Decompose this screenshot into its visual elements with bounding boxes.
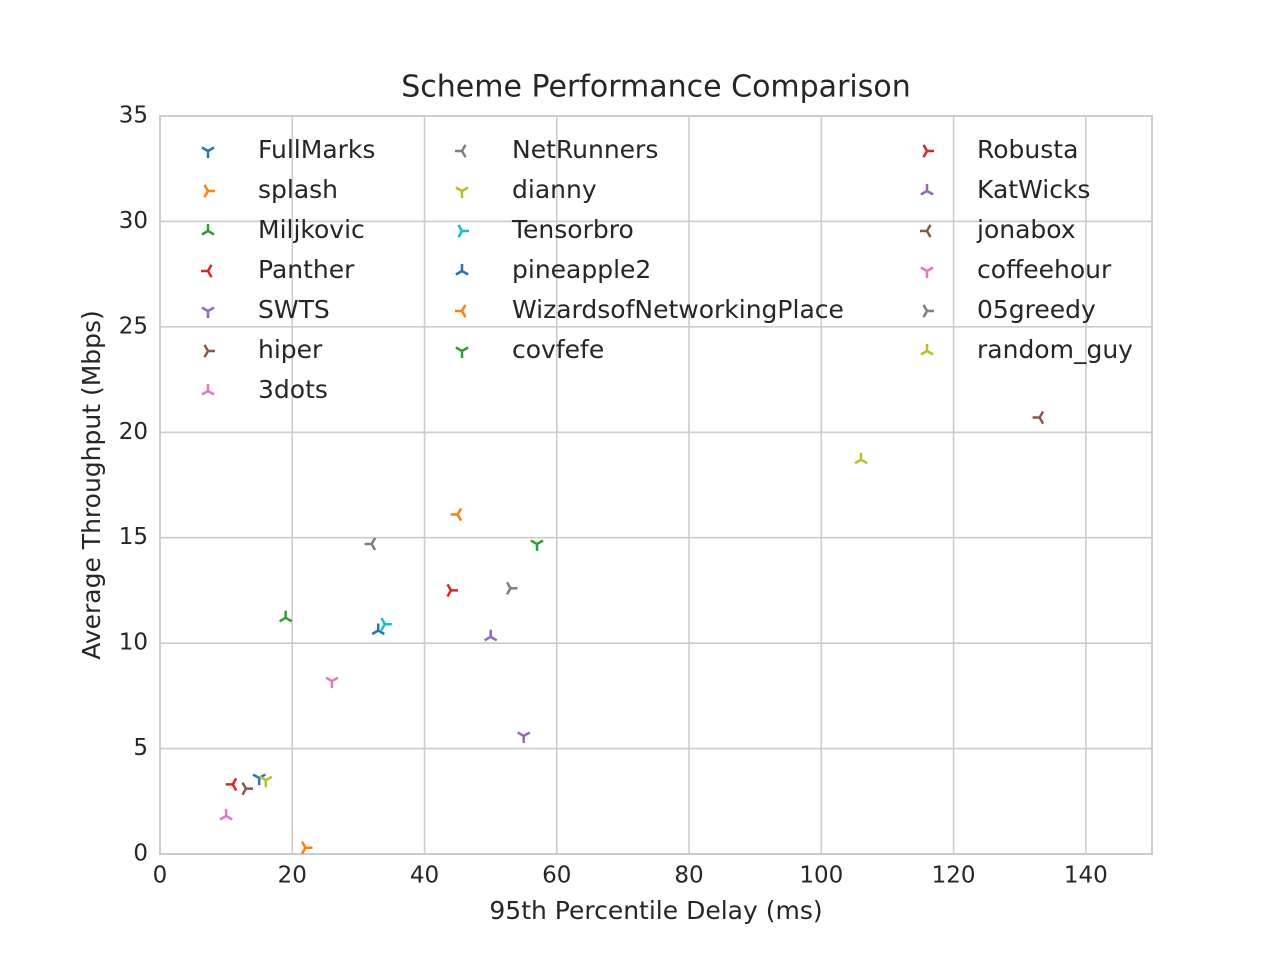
scatter-point xyxy=(300,840,313,855)
legend-marker xyxy=(203,344,215,358)
legend-marker xyxy=(455,186,469,198)
legend-label: covfefe xyxy=(512,335,604,364)
chart-title: Scheme Performance Comparison xyxy=(401,70,911,105)
legend-label: Miljkovic xyxy=(258,215,365,244)
legend-label: jonabox xyxy=(976,215,1076,244)
x-tick-label: 100 xyxy=(799,863,843,889)
scatter-point xyxy=(505,581,518,596)
scatter-point xyxy=(241,781,254,796)
x-axis-label: 95th Percentile Delay (ms) xyxy=(489,896,822,925)
x-tick-label: 120 xyxy=(932,863,976,889)
legend-label: Panther xyxy=(258,255,355,284)
legend-marker xyxy=(455,346,469,358)
legend-label: KatWicks xyxy=(977,175,1090,204)
legend-marker xyxy=(201,264,213,278)
legend-label: Tensorbro xyxy=(511,215,634,244)
legend-label: splash xyxy=(258,175,338,204)
legend-marker xyxy=(455,264,469,276)
y-tick-label: 0 xyxy=(133,841,148,867)
scatter-point xyxy=(446,583,459,598)
x-tick-label: 140 xyxy=(1064,863,1108,889)
legend-label: FullMarks xyxy=(258,135,375,164)
legend-label: NetRunners xyxy=(512,135,658,164)
legend-marker xyxy=(455,144,467,158)
x-tick-label: 0 xyxy=(153,863,168,889)
scatter-point xyxy=(1032,410,1045,425)
scatter-point xyxy=(380,617,392,631)
legend-marker xyxy=(201,384,215,396)
y-tick-label: 35 xyxy=(119,103,148,129)
legend-marker xyxy=(922,144,934,158)
y-tick-label: 30 xyxy=(119,208,148,234)
scatter-point xyxy=(530,539,544,552)
legend-marker xyxy=(203,184,215,198)
legend-marker xyxy=(455,304,467,318)
legend-label: hiper xyxy=(258,335,323,364)
legend-label: WizardsofNetworkingPlace xyxy=(512,295,844,324)
legend-marker xyxy=(201,306,215,318)
scatter-point xyxy=(259,775,273,788)
legend-marker xyxy=(920,184,934,196)
legend-label: coffeehour xyxy=(977,255,1112,284)
scatter-point xyxy=(517,731,531,743)
y-tick-label: 20 xyxy=(119,419,148,445)
scatter-point xyxy=(371,623,385,636)
legend-marker xyxy=(457,224,469,238)
scatter-point xyxy=(450,507,463,522)
legend-label: random_guy xyxy=(977,335,1133,364)
legend-label: 3dots xyxy=(258,375,328,404)
x-tick-label: 60 xyxy=(542,863,571,889)
x-tick-label: 80 xyxy=(674,863,703,889)
plot-frame xyxy=(159,115,1153,855)
legend-marker xyxy=(922,304,934,318)
legend-label: dianny xyxy=(512,175,597,204)
legend-marker xyxy=(920,266,934,278)
scatter-point xyxy=(483,629,498,642)
scatter-point xyxy=(325,676,339,689)
legend-label: 05greedy xyxy=(977,295,1096,324)
legend-marker xyxy=(201,224,215,236)
legend-label: Robusta xyxy=(977,135,1078,164)
y-tick-label: 10 xyxy=(119,630,148,656)
x-tick-label: 20 xyxy=(278,863,307,889)
scatter-point xyxy=(219,808,233,821)
y-axis-label: Average Throughput (Mbps) xyxy=(77,310,106,660)
y-tick-label: 15 xyxy=(119,524,148,550)
scatter-point xyxy=(225,777,238,792)
legend-label: pineapple2 xyxy=(512,255,651,284)
scatter-point xyxy=(854,452,868,465)
legend-label: SWTS xyxy=(258,295,330,324)
legend-marker xyxy=(920,224,932,238)
x-tick-label: 40 xyxy=(410,863,439,889)
legend-marker xyxy=(201,146,215,158)
scatter-point xyxy=(364,537,377,551)
y-tick-label: 5 xyxy=(133,735,148,761)
scatter-point xyxy=(278,610,293,623)
legend-marker xyxy=(920,344,934,356)
y-tick-label: 25 xyxy=(119,313,148,339)
